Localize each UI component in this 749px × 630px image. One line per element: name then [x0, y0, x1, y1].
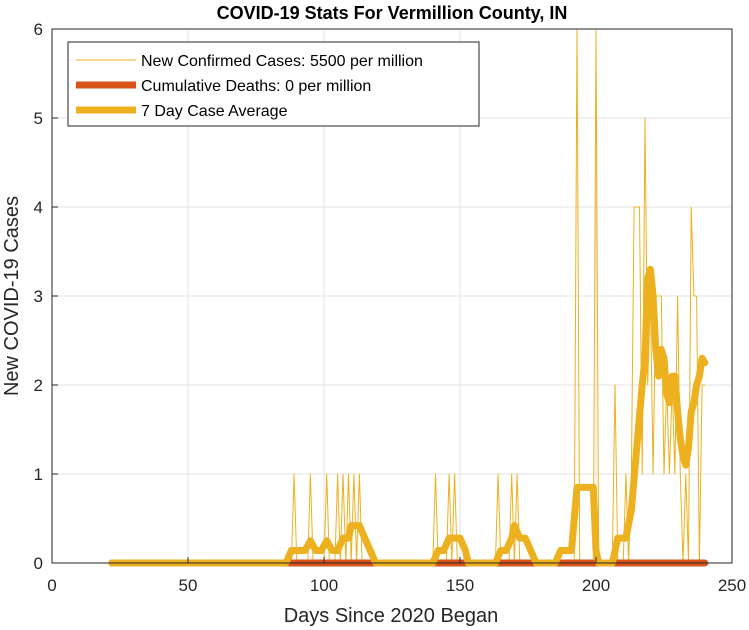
legend: New Confirmed Cases: 5500 per million Cu…: [67, 41, 480, 127]
y-axis-label: New COVID-19 Cases: [1, 196, 23, 396]
x-tick-label: 50: [179, 576, 198, 595]
legend-label-new-cases: New Confirmed Cases: 5500 per million: [141, 53, 423, 70]
y-tick-label: 5: [34, 109, 43, 128]
x-tick-label: 200: [582, 576, 610, 595]
legend-box: [67, 41, 480, 127]
y-tick-label: 0: [34, 554, 43, 573]
x-tick-label: 150: [446, 576, 474, 595]
y-tick-label: 3: [34, 287, 43, 306]
x-tick-label: 100: [310, 576, 338, 595]
y-tick-label: 1: [34, 465, 43, 484]
axis-ticks: 0 50 100 150 200 250 0 1 2 3 4 5 6: [34, 20, 747, 595]
x-tick-label: 250: [718, 576, 746, 595]
y-tick-label: 4: [34, 198, 43, 217]
legend-label-average: 7 Day Case Average: [141, 103, 288, 120]
x-tick-label: 0: [47, 576, 56, 595]
legend-label-deaths: Cumulative Deaths: 0 per million: [141, 78, 371, 95]
chart-title: COVID-19 Stats For Vermillion County, IN: [217, 3, 568, 23]
y-tick-label: 2: [34, 376, 43, 395]
x-axis-label: Days Since 2020 Began: [284, 605, 499, 627]
y-tick-label: 6: [34, 20, 43, 39]
series-7-day-average-line: [108, 265, 709, 567]
